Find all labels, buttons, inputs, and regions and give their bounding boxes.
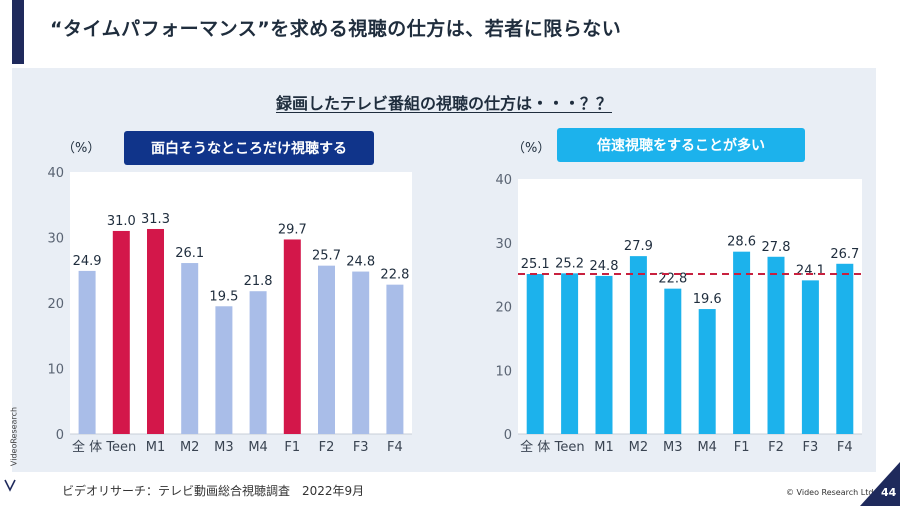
chart2-data-label: 24.1 — [796, 263, 825, 278]
page-number: 44 — [881, 486, 897, 499]
chart1-bar — [181, 263, 199, 434]
chart1-data-label: 29.7 — [278, 222, 307, 237]
chart1-data-label: 19.5 — [209, 289, 238, 304]
chart1-bar — [283, 239, 301, 434]
brand-mark-icon — [4, 479, 16, 492]
chart2-data-label: 25.2 — [555, 256, 584, 271]
chart1-title: 面白そうなところだけ視聴する — [151, 140, 347, 157]
chart1-category-label: M4 — [248, 440, 268, 455]
chart2-category-label: F2 — [768, 440, 784, 455]
chart2-data-label: 25.1 — [521, 257, 550, 272]
chart1-category-label: 全 体 — [72, 439, 102, 455]
header-accent-bar — [12, 0, 24, 64]
chart1-data-label: 22.8 — [380, 268, 409, 283]
chart1-ytick: 40 — [47, 166, 64, 181]
chart2-category-label: F1 — [734, 440, 750, 455]
chart2-category-label: F4 — [837, 440, 853, 455]
chart1-bar — [386, 284, 404, 434]
chart2-bar — [629, 256, 647, 434]
chart2-category-label: M4 — [697, 440, 717, 455]
chart1-category-label: M2 — [180, 440, 200, 455]
chart2-data-label: 19.6 — [693, 292, 722, 307]
panel-subtitle: 録画したテレビ番組の視聴の仕方は・・・？？ — [12, 90, 876, 114]
chart2-category-label: M1 — [594, 440, 614, 455]
chart2-data-label: 27.8 — [762, 240, 791, 255]
chart1-ytick: 0 — [56, 428, 64, 443]
chart1-bar — [147, 228, 164, 434]
chart1-bar — [78, 270, 96, 434]
chart1-data-label: 24.9 — [73, 254, 102, 269]
chart2-ytick: 40 — [495, 173, 512, 188]
chart2-category-label: 全 体 — [520, 439, 550, 455]
chart1-data-label: 26.1 — [175, 246, 204, 261]
chart2-data-label: 26.7 — [830, 247, 859, 262]
chart2-ytick: 30 — [495, 237, 512, 252]
brand-logo: VideoResearch — [9, 406, 19, 467]
chart2-bar — [836, 263, 854, 434]
chart1-bar — [249, 291, 267, 434]
chart1-category-label: F2 — [319, 440, 335, 455]
chart1-bar — [215, 306, 233, 434]
chart2-title-badge — [557, 128, 805, 162]
chart2-ytick: 10 — [495, 364, 512, 379]
chart2-unit-label: （%） — [512, 141, 550, 156]
chart2-category-label: F3 — [803, 440, 819, 455]
chart1-category-label: F3 — [353, 440, 369, 455]
chart2-bar — [698, 309, 716, 434]
chart1-category-label: F4 — [387, 440, 403, 455]
panel-subtitle-text: 録画したテレビ番組の視聴の仕方は・・・？？ — [275, 94, 612, 113]
chart2-data-label: 22.8 — [658, 272, 687, 287]
page-title: “タイムパフォーマンス”を求める視聴の仕方は、若者に限らない — [50, 18, 622, 40]
chart1-data-label: 31.0 — [107, 214, 136, 229]
chart1-category-label: Teen — [105, 440, 136, 455]
chart2-bar — [595, 275, 613, 434]
chart1-data-label: 31.3 — [141, 212, 170, 227]
chart2-category-label: M3 — [663, 440, 683, 455]
chart2-bar — [561, 273, 579, 434]
chart2-bar — [664, 288, 682, 434]
chart1-title-badge — [124, 131, 374, 165]
chart1-category-label: F1 — [284, 440, 300, 455]
chart2-data-label: 28.6 — [727, 235, 756, 250]
chart1-ytick: 10 — [47, 363, 64, 378]
chart2-data-label: 27.9 — [624, 239, 653, 254]
chart1-bar — [352, 271, 370, 434]
chart1-ytick: 30 — [47, 232, 64, 247]
chart2-ytick: 20 — [495, 301, 512, 316]
chart2-bar — [767, 256, 785, 434]
chart2-title: 倍速視聴をすることが多い — [597, 137, 765, 154]
chart1-bar — [112, 230, 130, 434]
chart2-bar — [733, 251, 751, 434]
chart2-category-label: Teen — [554, 440, 585, 455]
chart2-bar — [801, 280, 819, 434]
chart1-ytick: 20 — [47, 297, 64, 312]
copyright: © Video Research Ltd. — [786, 488, 876, 497]
chart1-category-label: M3 — [214, 440, 234, 455]
chart1-data-label: 25.7 — [312, 249, 341, 264]
chart1-data-label: 21.8 — [244, 274, 273, 289]
source-note: ビデオリサーチ：テレビ動画総合視聴調査 2022年9月 — [62, 484, 365, 498]
chart1-unit-label: （%） — [62, 141, 100, 156]
chart1-bar — [318, 265, 335, 434]
chart1-category-label: M1 — [146, 440, 166, 455]
chart2-category-label: M2 — [629, 440, 649, 455]
chart2-ytick: 0 — [504, 428, 512, 443]
chart1-data-label: 24.8 — [346, 255, 375, 270]
chart2-bar — [526, 273, 544, 434]
page-number-corner — [860, 462, 900, 506]
chart2-data-label: 24.8 — [590, 259, 619, 274]
